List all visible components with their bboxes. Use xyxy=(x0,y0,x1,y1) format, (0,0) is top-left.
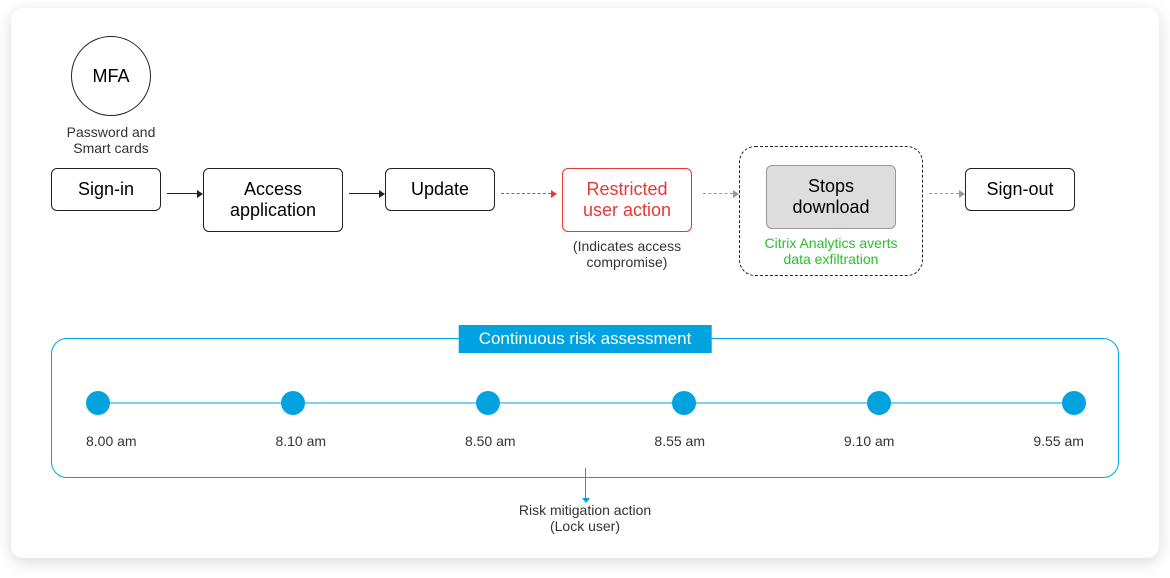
tl-label: 8.50 am xyxy=(465,433,516,449)
tl-label: 9.55 am xyxy=(1033,433,1084,449)
arrow-dashed-gray xyxy=(697,168,739,218)
arrow xyxy=(343,168,385,218)
node-signin: Sign-in xyxy=(51,168,161,211)
flow-node-restricted: Restricted user action (Indicates access… xyxy=(557,168,697,270)
arrow-dashed-gray xyxy=(923,168,965,218)
mitigation-text: Risk mitigation action xyxy=(519,502,651,518)
node-access: Access application xyxy=(203,168,343,232)
diagram-card: MFA Password and Smart cards Sign-in Acc… xyxy=(11,8,1159,558)
flow-node-access: Access application xyxy=(203,168,343,232)
timeline-title: Continuous risk assessment xyxy=(459,325,712,353)
timeline-svg xyxy=(86,383,1086,423)
mitigation-label: Risk mitigation action (Lock user) xyxy=(519,502,651,534)
stops-note: Citrix Analytics averts data exfiltratio… xyxy=(756,235,906,267)
timeline-labels: 8.00 am 8.10 am 8.50 am 8.55 am 9.10 am … xyxy=(86,433,1084,449)
flow-node-signout: Sign-out xyxy=(965,168,1075,211)
timeline-box: Continuous risk assessment 8.00 am 8.10 … xyxy=(51,338,1119,478)
tl-label: 8.55 am xyxy=(654,433,705,449)
tl-label: 8.10 am xyxy=(275,433,326,449)
arrow xyxy=(161,168,203,218)
node-signout: Sign-out xyxy=(965,168,1075,211)
arrow-dashed-red xyxy=(495,168,557,218)
mfa-sublabel: Password and Smart cards xyxy=(51,124,171,156)
node-update: Update xyxy=(385,168,495,211)
mfa-label: MFA xyxy=(92,66,129,87)
flow-node-update: Update xyxy=(385,168,495,211)
flow-node-signin: Sign-in xyxy=(51,168,161,211)
dashed-container: Stops download Citrix Analytics averts d… xyxy=(739,146,923,276)
node-restricted: Restricted user action xyxy=(562,168,692,232)
node-stops: Stops download xyxy=(766,165,896,229)
tl-label: 8.00 am xyxy=(86,433,137,449)
flow-row: Sign-in Access application Update Restri… xyxy=(51,168,1119,276)
tl-label: 9.10 am xyxy=(844,433,895,449)
mitigation-arrow xyxy=(585,468,586,498)
mfa-circle: MFA xyxy=(71,36,151,116)
mitigation-sub: (Lock user) xyxy=(519,518,651,534)
restricted-note: (Indicates access compromise) xyxy=(557,238,697,270)
